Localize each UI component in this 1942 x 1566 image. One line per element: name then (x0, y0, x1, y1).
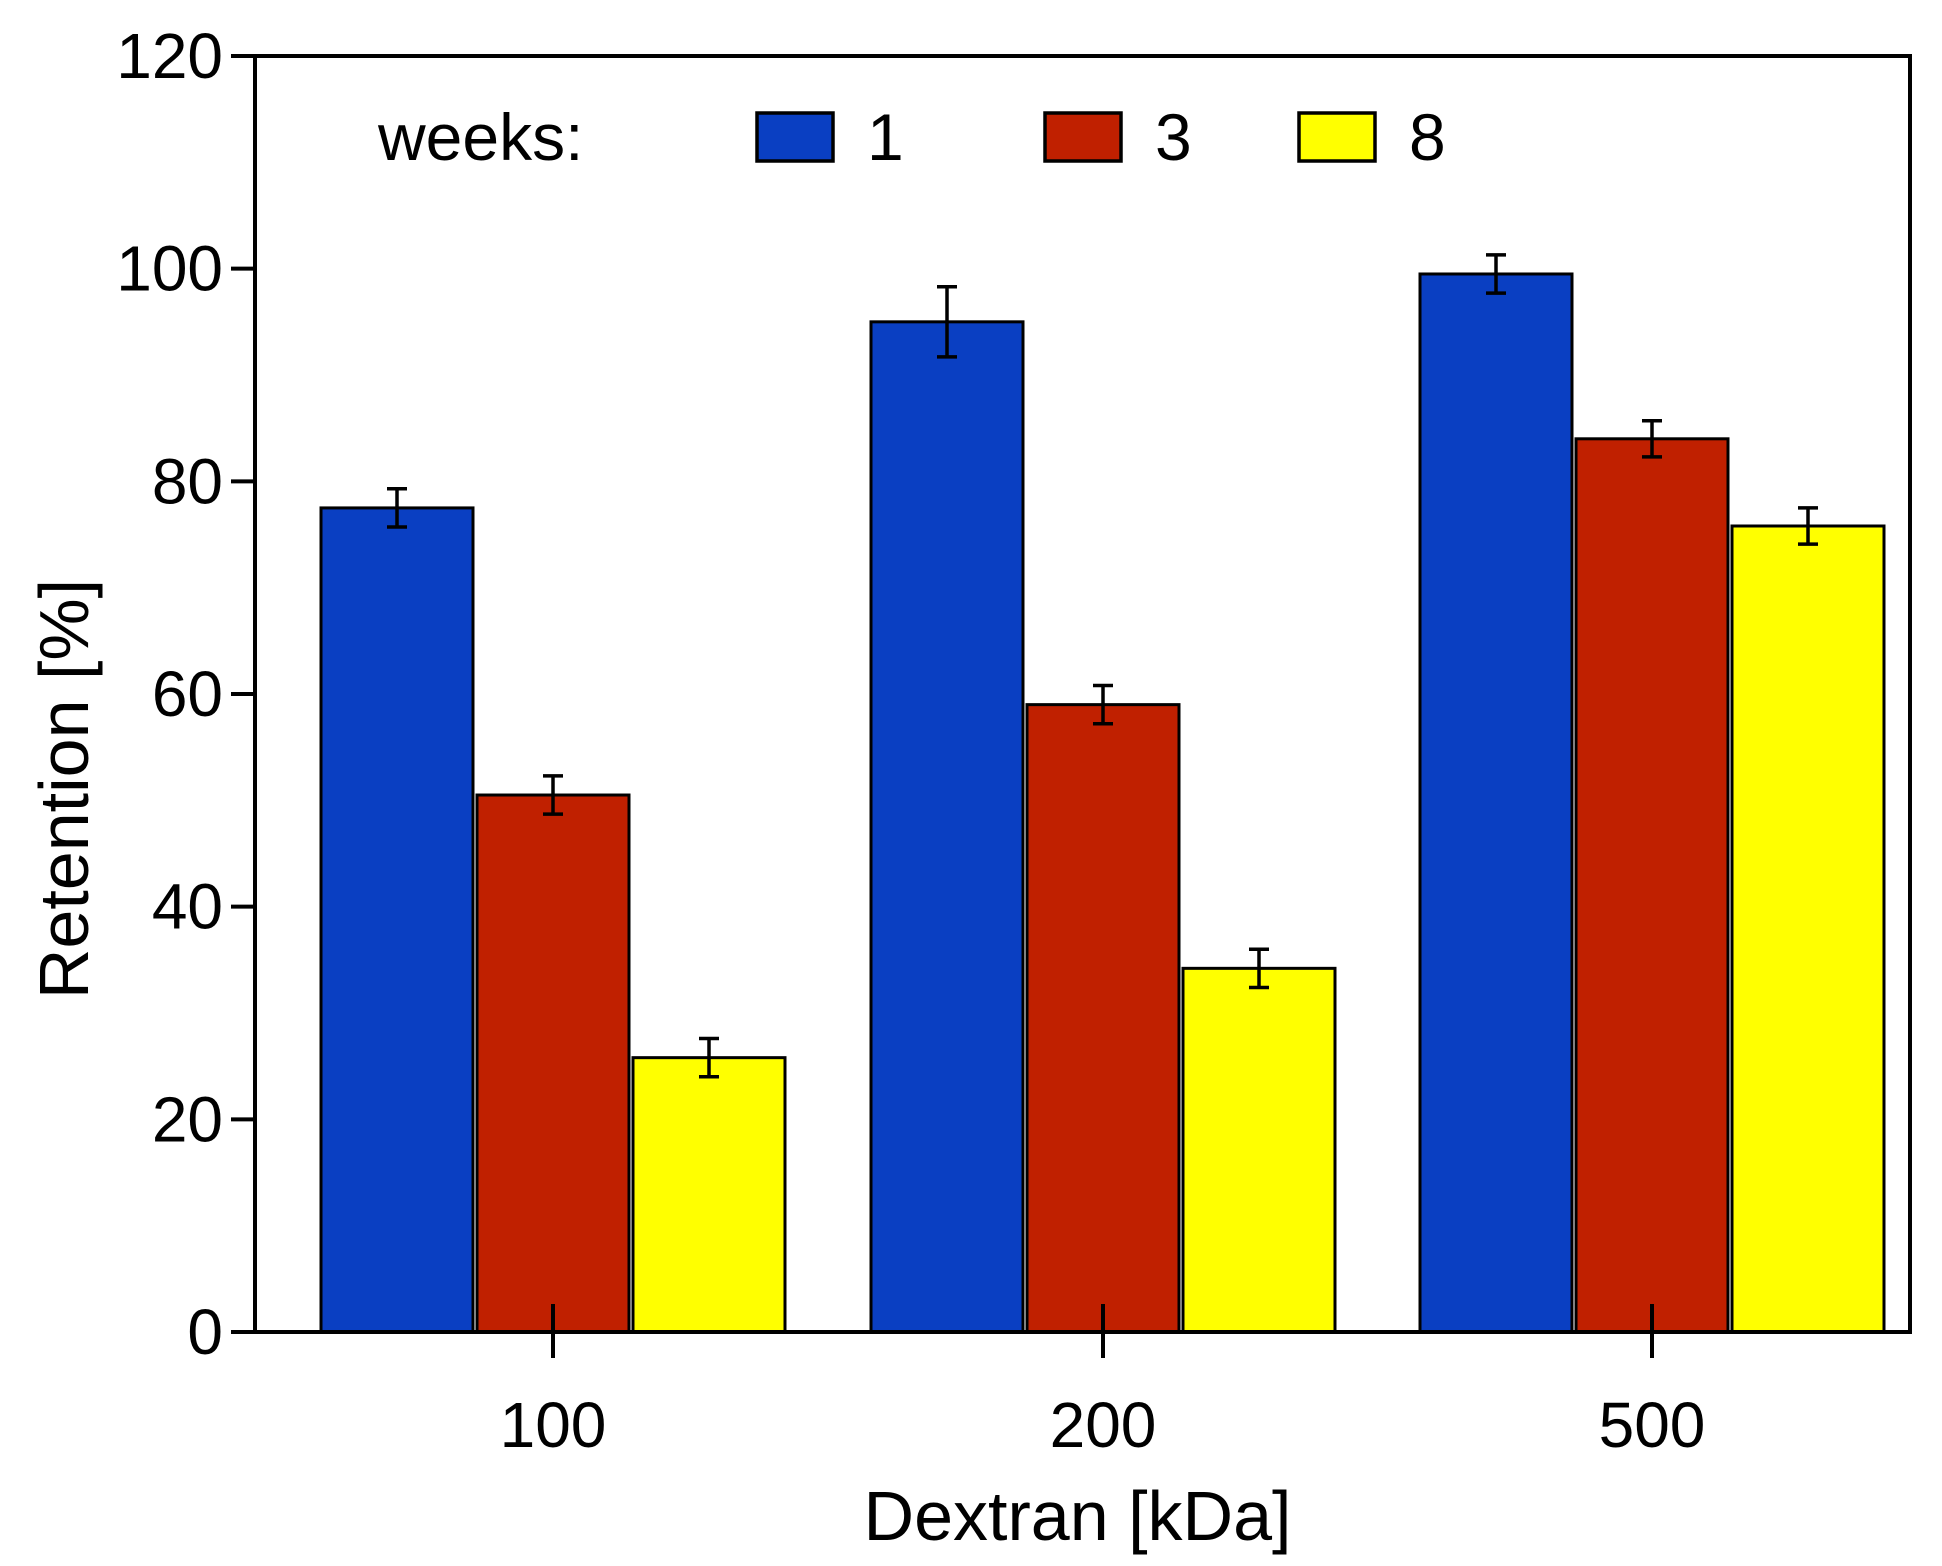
error-bars-layer (387, 253, 1818, 1079)
bar-8-week-100-kda (631, 1056, 787, 1334)
legend-label-8: 8 (1409, 100, 1446, 174)
x-tick-label: 500 (1599, 1389, 1706, 1461)
bar-3-week-100-kda (475, 793, 631, 1334)
y-tick-label: 40 (152, 871, 223, 943)
legend-swatch-8 (1297, 111, 1377, 163)
legend-swatch-1 (755, 111, 835, 163)
x-tick-label: 100 (500, 1389, 607, 1461)
bar-1-week-200-kda (869, 320, 1025, 1334)
y-axis-label: Retention [%] (25, 579, 103, 999)
bar-8-week-500-kda (1730, 524, 1886, 1334)
y-tick-label: 100 (116, 233, 223, 305)
bar-3-week-200-kda (1025, 703, 1181, 1334)
legend-label-1: 1 (867, 100, 904, 174)
bar-1-week-100-kda (319, 506, 475, 1334)
y-tick-label: 120 (116, 20, 223, 92)
axis-layer: 0 20 40 60 80 100 120 100 200 500 (116, 20, 1910, 1461)
y-tick-label: 80 (152, 445, 223, 517)
legend-title: weeks: (377, 100, 583, 174)
y-tick-label: 20 (152, 1083, 223, 1155)
y-tick-label: 60 (152, 658, 223, 730)
bar-1-week-500-kda (1418, 272, 1574, 1334)
legend-label-3: 3 (1155, 100, 1192, 174)
legend: weeks: 1 3 8 (377, 100, 1446, 174)
x-tick-label: 200 (1050, 1389, 1157, 1461)
x-axis-label: Dextran [kDa] (864, 1477, 1292, 1555)
bar-8-week-200-kda (1181, 966, 1337, 1334)
legend-swatch-3 (1043, 111, 1123, 163)
bar-3-week-500-kda (1574, 437, 1730, 1334)
bars-layer (319, 272, 1886, 1334)
y-tick-label: 0 (187, 1296, 223, 1368)
